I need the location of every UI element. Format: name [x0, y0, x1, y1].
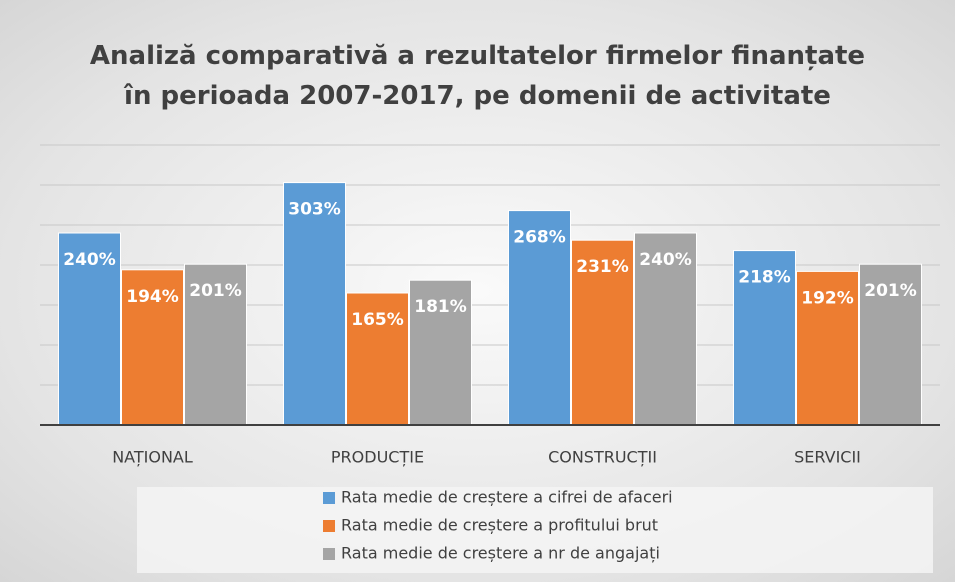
data-label: 201% — [189, 281, 242, 301]
x-tick-label: PRODUCȚIE — [331, 448, 424, 467]
x-tick-label: SERVICII — [794, 448, 861, 467]
bar — [733, 250, 796, 426]
data-label: 194% — [126, 287, 179, 307]
bar — [283, 182, 346, 426]
bar — [121, 269, 184, 426]
legend-label: Rata medie de creștere a cifrei de aface… — [341, 488, 673, 507]
bar — [58, 232, 121, 426]
data-label: 240% — [63, 250, 116, 270]
bar — [796, 270, 859, 426]
legend-label: Rata medie de creștere a profitului brut — [341, 516, 658, 535]
data-label: 240% — [639, 250, 692, 270]
data-label: 201% — [864, 281, 917, 301]
legend-swatch — [323, 492, 335, 504]
data-label: 218% — [738, 268, 791, 288]
x-tick-label: NAȚIONAL — [112, 448, 193, 467]
bar — [508, 210, 571, 426]
data-label: 231% — [576, 257, 629, 277]
data-label: 303% — [288, 200, 341, 220]
bar — [859, 263, 922, 426]
data-label: 268% — [513, 228, 566, 248]
bar — [184, 263, 247, 426]
bar — [571, 239, 634, 426]
data-label: 192% — [801, 288, 854, 308]
legend-swatch — [323, 520, 335, 532]
bar — [634, 232, 697, 426]
bar — [346, 292, 409, 426]
chart-title: Analiză comparativă a rezultatelor firme… — [89, 41, 866, 111]
data-label: 165% — [351, 310, 404, 330]
legend-label: Rata medie de creștere a nr de angajați — [341, 544, 660, 563]
data-label: 181% — [414, 297, 467, 317]
x-tick-label: CONSTRUCȚII — [548, 448, 657, 467]
legend-swatch — [323, 548, 335, 560]
legend-box — [137, 487, 933, 573]
